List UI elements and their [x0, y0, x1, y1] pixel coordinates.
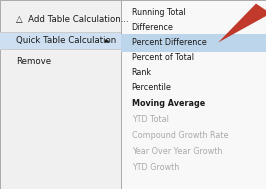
- Text: Running Total: Running Total: [132, 8, 185, 17]
- Text: Compound Growth Rate: Compound Growth Rate: [132, 131, 228, 140]
- Text: Remove: Remove: [16, 57, 51, 66]
- Polygon shape: [218, 4, 266, 43]
- FancyBboxPatch shape: [0, 32, 121, 33]
- FancyBboxPatch shape: [0, 49, 121, 50]
- Text: Year Over Year Growth: Year Over Year Growth: [132, 147, 222, 156]
- Text: Percent of Total: Percent of Total: [132, 53, 194, 62]
- Text: Percentile: Percentile: [132, 83, 172, 92]
- FancyBboxPatch shape: [0, 32, 121, 50]
- Text: ►: ►: [105, 38, 110, 44]
- Text: Percent Difference: Percent Difference: [132, 38, 206, 47]
- Text: Quick Table Calculation: Quick Table Calculation: [16, 36, 116, 45]
- Text: Difference: Difference: [132, 23, 173, 32]
- Text: YTD Growth: YTD Growth: [132, 163, 179, 172]
- FancyBboxPatch shape: [121, 34, 266, 52]
- Text: Rank: Rank: [132, 68, 152, 77]
- Text: △  Add Table Calculation...: △ Add Table Calculation...: [16, 15, 128, 24]
- Text: Moving Average: Moving Average: [132, 98, 205, 108]
- FancyBboxPatch shape: [0, 0, 121, 189]
- Text: YTD Total: YTD Total: [132, 115, 169, 124]
- FancyBboxPatch shape: [121, 0, 266, 189]
